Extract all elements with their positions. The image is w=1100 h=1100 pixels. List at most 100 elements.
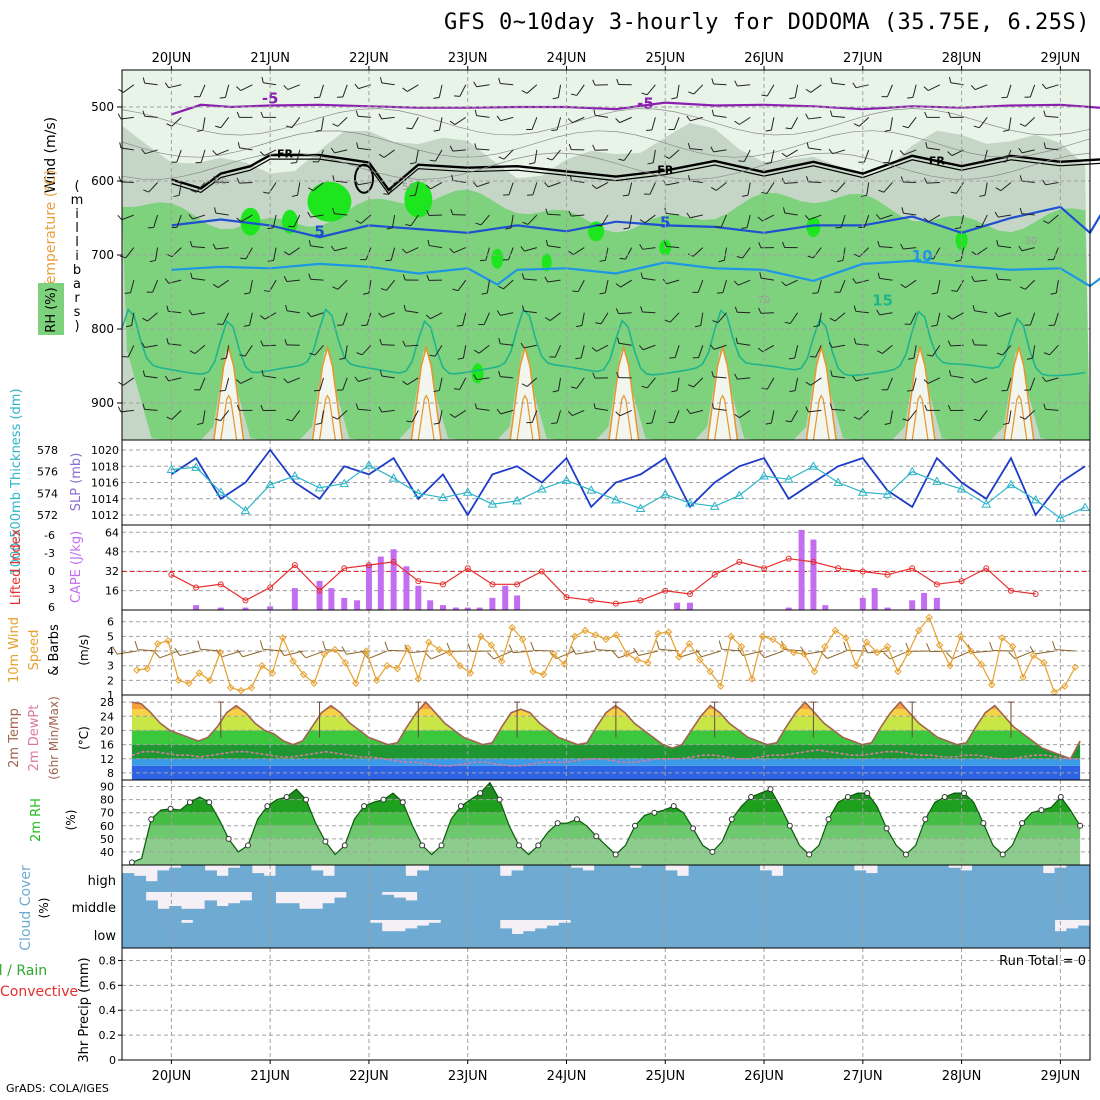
cloud-cover-bar <box>251 920 265 948</box>
wind-barb <box>668 410 680 423</box>
wind-barb <box>837 247 846 263</box>
lifted-index-marker <box>835 565 842 572</box>
isotherm-label: 10 <box>912 247 933 265</box>
cloud-cover-bar <box>771 920 784 948</box>
wind-barb-shaft <box>531 410 538 423</box>
cloud-cover-bar <box>617 920 631 948</box>
wind-barb-shaft <box>556 410 562 424</box>
rh2m-ytick-label: 60 <box>100 820 114 833</box>
wind10m-axis-title-1: 10m Wind <box>7 617 22 683</box>
cloud-cover-bar <box>169 920 182 948</box>
cape-bar <box>859 597 866 610</box>
wind10m-speed-line <box>136 616 1076 693</box>
wind-barb <box>336 377 348 391</box>
wind-barb-shaft <box>674 345 680 358</box>
wind-barb-shaft <box>310 278 324 281</box>
wind10m-marker <box>935 641 944 649</box>
lifted-index-marker <box>909 565 916 572</box>
wind-barb-flag <box>236 217 242 223</box>
wind-barb <box>498 370 514 379</box>
wind-barb-flag <box>243 324 250 327</box>
wind-barb-flag <box>378 153 385 158</box>
wind-barb-flag <box>567 411 573 416</box>
lifted-index-marker <box>217 581 224 588</box>
wind-barb-shaft <box>882 344 893 354</box>
wind-barb-shaft <box>476 148 490 151</box>
wind-barb-flag <box>1050 292 1057 295</box>
wind-barb-shaft <box>220 117 230 129</box>
wind-barb-shaft <box>668 149 680 159</box>
wind-barb-shaft <box>263 82 277 86</box>
wind-barb <box>830 182 846 193</box>
wind-barb <box>592 79 608 86</box>
wind-barb-flag <box>761 94 768 97</box>
wind-barb-flag <box>741 227 748 229</box>
wind-barb-shaft <box>903 212 917 216</box>
rh2m-marker <box>941 794 948 800</box>
wind-barb <box>789 377 799 393</box>
wind10m-marker <box>393 664 402 673</box>
wind-barb <box>805 406 822 413</box>
wind10m-marker <box>456 661 464 670</box>
wind-barb <box>882 149 893 164</box>
wind-barb-shaft <box>381 116 395 120</box>
wind-barb-shaft <box>698 345 704 358</box>
lifted-index-marker <box>415 578 422 585</box>
wind-barb-flag <box>356 142 359 149</box>
wind-barb-flag <box>996 352 1003 356</box>
wind10m-marker <box>414 675 423 683</box>
cloud-cover-bar <box>240 920 253 948</box>
precip-legend-total: Total / Rain <box>0 963 47 979</box>
wind10m-marker <box>925 613 933 622</box>
wind-barb <box>149 247 159 263</box>
thickness-marker <box>1006 479 1016 489</box>
cloud-cover-bar <box>322 875 335 892</box>
wind-barb <box>237 142 253 151</box>
wind-barb-shaft <box>784 181 798 184</box>
cloud-cover-bar <box>499 875 513 892</box>
wind-barb-shaft <box>240 377 253 384</box>
wind10m-barb <box>467 643 492 653</box>
wind-barb-shaft <box>508 182 514 195</box>
wind-barb-flag <box>639 219 646 224</box>
cape-bar <box>884 607 891 610</box>
grads-credit: GrADS: COLA/IGES <box>6 1082 109 1095</box>
wind-barb <box>835 214 846 229</box>
wind-barb-flag <box>212 243 217 250</box>
wind10m-marker <box>591 631 600 639</box>
wind-barb-shaft <box>715 182 727 191</box>
wind-barb <box>644 182 656 195</box>
wind-barb <box>899 149 917 156</box>
wind-barb-flag <box>567 118 573 124</box>
wind-barb-flag <box>686 212 691 219</box>
wind-barb <box>190 272 206 281</box>
wind-barb-shaft <box>642 247 656 250</box>
lifted-index-marker <box>785 555 792 562</box>
wind-barb <box>638 344 656 351</box>
wind-barb-shaft <box>192 312 206 316</box>
wind-barb-flag <box>781 152 787 158</box>
top-date-label: 26JUN <box>744 51 784 66</box>
wind-barb <box>947 312 964 320</box>
temp-band <box>131 758 1081 766</box>
cloud-cover-bar <box>724 920 737 948</box>
thickness-marker <box>808 461 819 470</box>
wind-barb-flag <box>758 242 762 248</box>
wind10m-marker <box>633 656 641 664</box>
wind-barb <box>433 117 443 132</box>
lifted-index-marker <box>1032 590 1039 597</box>
wind10m-marker <box>518 635 527 644</box>
rh2m-marker <box>612 851 619 858</box>
legend-wind: Wind (m/s) <box>43 117 59 193</box>
wind-barb-shaft <box>808 116 822 120</box>
wind-barb <box>141 342 158 349</box>
wind-barb-shaft <box>910 312 917 325</box>
bottom-date-label: 25JUN <box>645 1069 685 1084</box>
wind-barb-shaft <box>666 279 680 285</box>
cloud-cover-bar <box>995 892 1008 920</box>
cloud-cover-bar <box>735 892 749 920</box>
wind-barb <box>402 377 419 386</box>
wind-barb-shaft <box>429 245 443 249</box>
cloud-cover-bar <box>487 865 501 892</box>
wind-barb <box>931 280 941 295</box>
